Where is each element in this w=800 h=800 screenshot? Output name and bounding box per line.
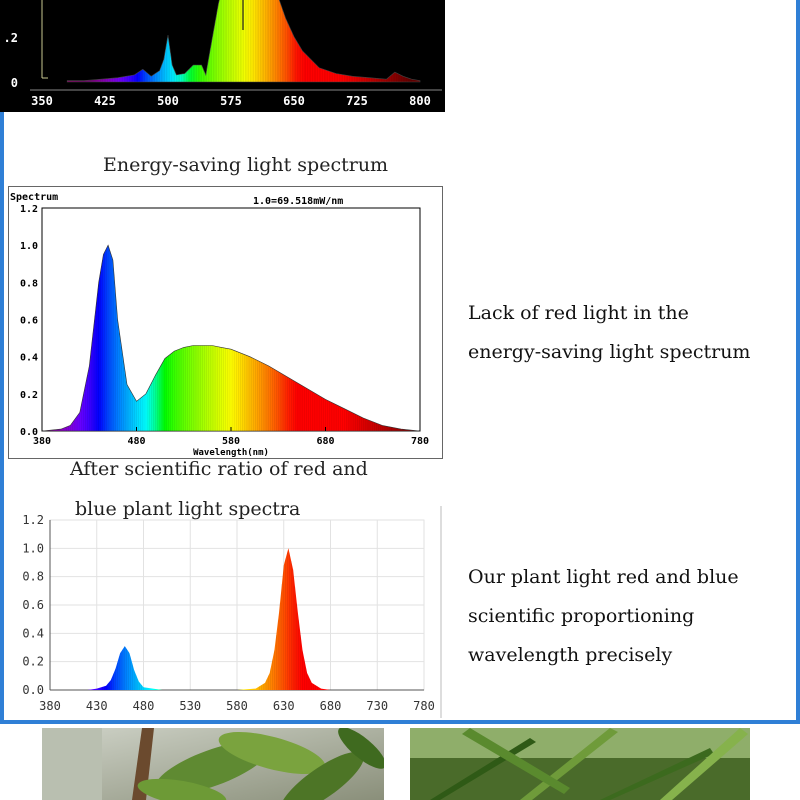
x-tick-label: 575 (220, 94, 242, 108)
plant-light-description: Our plant light red and blue scientific … (468, 558, 739, 675)
plant-light-spectrum-chart: 380 430 480 530 580 630 680 730 780 1.2 1.0 0.8 0.6 0… (22, 506, 442, 718)
y-tick-label: 0.0 (22, 683, 44, 697)
energy-saving-description: Lack of red light in the energy-saving l… (468, 294, 750, 372)
x-tick-label: 530 (179, 699, 201, 713)
plant-photo-left-image (42, 728, 384, 800)
y-tick-label: 0.6 (22, 598, 44, 612)
y-tick-label: 1.2 (20, 204, 38, 215)
x-tick-label: 650 (283, 94, 305, 108)
description-line: scientific proportioning (468, 605, 695, 627)
energy-saving-spectrum-chart: Spectrum 1.0=69.518mW/nm 1.2 1.0 0.8 0.6 0.4 0.… (8, 186, 443, 459)
y-tick-label: 0.2 (20, 390, 38, 401)
chart-annotation: 1.0=69.518mW/nm (253, 196, 343, 207)
spectrum-series-area (41, 244, 421, 432)
y-tick-label: 0.8 (20, 278, 38, 289)
description-line: wavelength precisely (468, 644, 673, 666)
x-tick-label: 580 (222, 436, 240, 447)
x-tick-label: 800 (409, 94, 431, 108)
x-tick-label: 350 (31, 94, 53, 108)
y-tick-label: 1.0 (20, 241, 38, 252)
y-tick-label: .2 (4, 31, 18, 45)
x-tick-label: 380 (33, 436, 51, 447)
x-tick-label: 680 (320, 699, 342, 713)
description-line: energy-saving light spectrum (468, 341, 751, 363)
x-tick-label: 630 (273, 699, 295, 713)
x-tick-label: 480 (133, 699, 155, 713)
plant-photo-right (410, 728, 750, 800)
description-line: Lack of red light in the (468, 302, 689, 324)
chart-title: Spectrum (10, 192, 58, 203)
x-tick-label: 425 (94, 94, 116, 108)
y-tick-label: 0.4 (20, 353, 38, 364)
y-tick-label: 1.2 (22, 513, 44, 527)
spectrum-series-area (66, 0, 421, 83)
scientific-caption-line-2: blue plant light spectra (75, 498, 301, 520)
y-tick-label: 0.2 (22, 655, 44, 669)
x-tick-label: 380 (39, 699, 61, 713)
x-tick-label: 780 (411, 436, 429, 447)
scientific-caption-line-1: After scientific ratio of red and (70, 458, 368, 480)
y-tick-label: 0.4 (22, 626, 44, 640)
x-tick-label: 680 (316, 436, 334, 447)
x-tick-label: 725 (346, 94, 368, 108)
energy-saving-caption: Energy-saving light spectrum (103, 154, 389, 176)
x-tick-label: 500 (157, 94, 179, 108)
x-tick-label: 730 (366, 699, 388, 713)
x-tick-label: 480 (127, 436, 145, 447)
y-tick-label: 0 (11, 76, 18, 90)
x-tick-label: 430 (86, 699, 108, 713)
plant-photo-right-image (410, 728, 750, 800)
y-tick-label: 0.6 (20, 316, 38, 327)
y-tick-label: 0.0 (20, 427, 38, 438)
description-line: Our plant light red and blue (468, 566, 739, 588)
plant-photo-left (42, 728, 384, 800)
top-spectrum-chart: 350 425 500 575 650 725 800 .2 0 (0, 0, 445, 112)
x-tick-label: 580 (226, 699, 248, 713)
content-frame (0, 0, 800, 724)
y-tick-label: 0.8 (22, 570, 44, 584)
x-tick-label: 780 (413, 699, 435, 713)
y-tick-label: 1.0 (22, 541, 44, 555)
x-axis-label: Wavelength(nm) (193, 448, 269, 458)
